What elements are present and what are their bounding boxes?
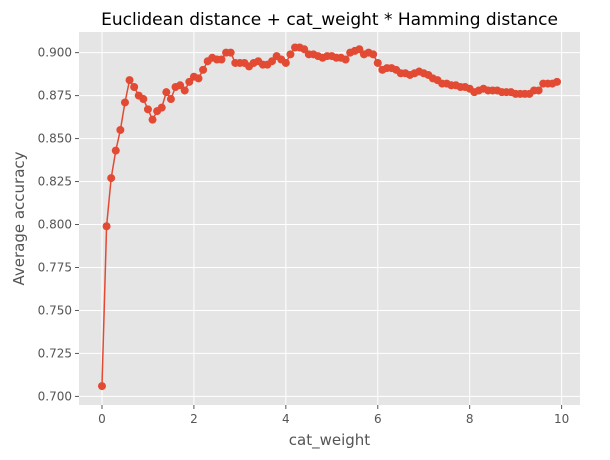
data-point bbox=[180, 86, 189, 95]
data-point bbox=[286, 50, 295, 59]
data-point bbox=[281, 58, 290, 67]
data-point bbox=[199, 65, 208, 74]
data-point bbox=[139, 95, 148, 104]
data-point bbox=[97, 382, 106, 391]
data-point bbox=[125, 76, 134, 85]
data-point bbox=[116, 125, 125, 134]
data-point bbox=[143, 105, 152, 114]
data-point bbox=[157, 103, 166, 112]
y-tick-label: 0.875 bbox=[38, 89, 72, 103]
x-tick-label: 2 bbox=[190, 412, 198, 426]
y-tick-label: 0.825 bbox=[38, 175, 72, 189]
y-tick-label: 0.900 bbox=[38, 46, 72, 60]
data-point bbox=[120, 98, 129, 107]
data-point bbox=[194, 74, 203, 83]
data-point bbox=[534, 86, 543, 95]
tick-labels: 0 2 4 6 8 10 0.700 0.725 0.750 0.775 0.800 0.825 0.8… bbox=[38, 46, 570, 426]
y-tick-label: 0.850 bbox=[38, 132, 72, 146]
y-tick-label: 0.725 bbox=[38, 346, 72, 360]
y-tick-label: 0.800 bbox=[38, 218, 72, 232]
data-point bbox=[176, 81, 185, 90]
x-tick-label: 8 bbox=[466, 412, 474, 426]
data-point bbox=[217, 55, 226, 64]
data-point bbox=[226, 48, 235, 57]
data-point bbox=[373, 58, 382, 67]
data-point bbox=[369, 50, 378, 59]
data-point bbox=[102, 222, 111, 231]
data-point bbox=[341, 55, 350, 64]
x-axis-label: cat_weight bbox=[289, 431, 371, 450]
data-point bbox=[107, 174, 116, 183]
data-point bbox=[300, 45, 309, 54]
y-axis-label: Average accuracy bbox=[10, 151, 28, 285]
x-tick-label: 0 bbox=[98, 412, 106, 426]
grid-lines bbox=[79, 32, 580, 405]
data-point bbox=[355, 45, 364, 54]
data-point bbox=[130, 83, 139, 92]
data-point bbox=[553, 77, 562, 86]
chart-title: Euclidean distance + cat_weight * Hammin… bbox=[101, 10, 558, 30]
y-tick-label: 0.700 bbox=[38, 389, 72, 403]
y-tick-label: 0.750 bbox=[38, 303, 72, 317]
data-point bbox=[268, 57, 277, 66]
data-point bbox=[185, 77, 194, 86]
data-point bbox=[166, 95, 175, 104]
x-tick-label: 4 bbox=[282, 412, 290, 426]
data-point bbox=[111, 146, 120, 155]
data-point bbox=[148, 115, 157, 124]
y-tick-label: 0.775 bbox=[38, 260, 72, 274]
data-point bbox=[162, 88, 171, 97]
series-layer bbox=[97, 43, 562, 391]
x-tick-label: 10 bbox=[554, 412, 569, 426]
plot-panel bbox=[79, 32, 580, 405]
x-tick-label: 6 bbox=[374, 412, 382, 426]
